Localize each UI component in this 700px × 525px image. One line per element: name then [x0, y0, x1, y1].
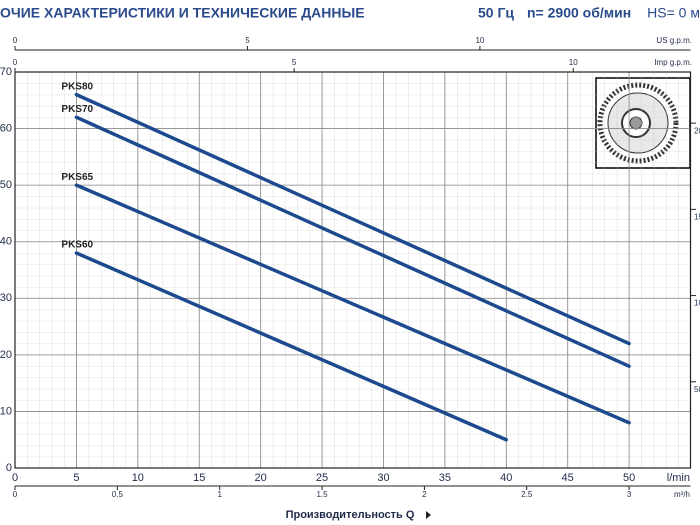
- y-tick-label: 30: [0, 292, 12, 304]
- bottom-axis2-tick-label: 0: [13, 490, 18, 499]
- y-tick-label: 60: [0, 122, 12, 134]
- series-line: [74, 115, 631, 368]
- x-tick-label: 45: [562, 472, 574, 484]
- x-axis-title: Производительность Q: [286, 509, 415, 521]
- y-tick-label: 10: [0, 405, 12, 417]
- suction-head: HS= 0 м: [647, 5, 700, 21]
- series-line: [74, 251, 509, 442]
- top-axis-tick-label: 0: [13, 36, 18, 45]
- series-label: PKS70: [61, 104, 93, 115]
- top-axis-label: US g.p.m.: [656, 36, 692, 45]
- series-line: [74, 183, 631, 425]
- y-tick-label: 50: [0, 179, 12, 191]
- x-tick-label: 25: [316, 472, 328, 484]
- bottom-axis2-tick-label: 1.5: [316, 490, 328, 499]
- chart-title: ОЧИЕ ХАРАКТЕРИСТИКИ И ТЕХНИЧЕСКИЕ ДАННЫЕ: [0, 5, 365, 21]
- series-label: PKS80: [61, 81, 93, 92]
- bottom-axis2-tick-label: 3: [627, 490, 632, 499]
- bottom-axis2-tick-label: 0.5: [112, 490, 124, 499]
- y-tick-label: 20: [0, 349, 12, 361]
- x-tick-label: 10: [132, 472, 144, 484]
- frequency: 50 Гц: [478, 5, 514, 21]
- y-tick-label: 0: [6, 462, 12, 474]
- y2-tick-label: 150: [694, 212, 700, 221]
- x-tick-label: 40: [500, 472, 512, 484]
- y-tick-label: 70: [0, 66, 12, 78]
- x-tick-label: 50: [623, 472, 635, 484]
- x-tick-label: 35: [439, 472, 451, 484]
- top-axis-tick-label: 5: [245, 36, 250, 45]
- x-tick-label: 0: [12, 472, 18, 484]
- bottom-axis2-label: m³/h: [674, 490, 690, 499]
- top-axis-tick-label: 5: [292, 58, 297, 67]
- y-tick-label: 40: [0, 236, 12, 248]
- top-axis-tick-label: 10: [569, 58, 578, 67]
- y2-tick-label: 100: [694, 299, 700, 308]
- top-axis-tick-label: 0: [13, 58, 18, 67]
- series-label: PKS60: [61, 240, 93, 251]
- y2-tick-label: 200: [694, 126, 700, 135]
- series-line: [74, 92, 631, 346]
- top-axis-label: Imp g.p.m.: [654, 58, 692, 67]
- x-tick-label: 20: [255, 472, 267, 484]
- speed: n= 2900 об/мин: [527, 5, 631, 21]
- bottom-axis2-tick-label: 2.5: [521, 490, 533, 499]
- top-axis-tick-label: 10: [475, 36, 484, 45]
- y2-tick-label: 50: [694, 385, 700, 394]
- bottom-axis2-tick-label: 2: [422, 490, 427, 499]
- bottom-axis2-tick-label: 1: [217, 490, 222, 499]
- x-tick-label: 30: [377, 472, 389, 484]
- x-tick-label: 5: [73, 472, 79, 484]
- arrow-icon: [426, 511, 431, 519]
- x-tick-label: 15: [193, 472, 205, 484]
- x-unit: l/min: [667, 472, 690, 484]
- series-label: PKS65: [61, 172, 93, 183]
